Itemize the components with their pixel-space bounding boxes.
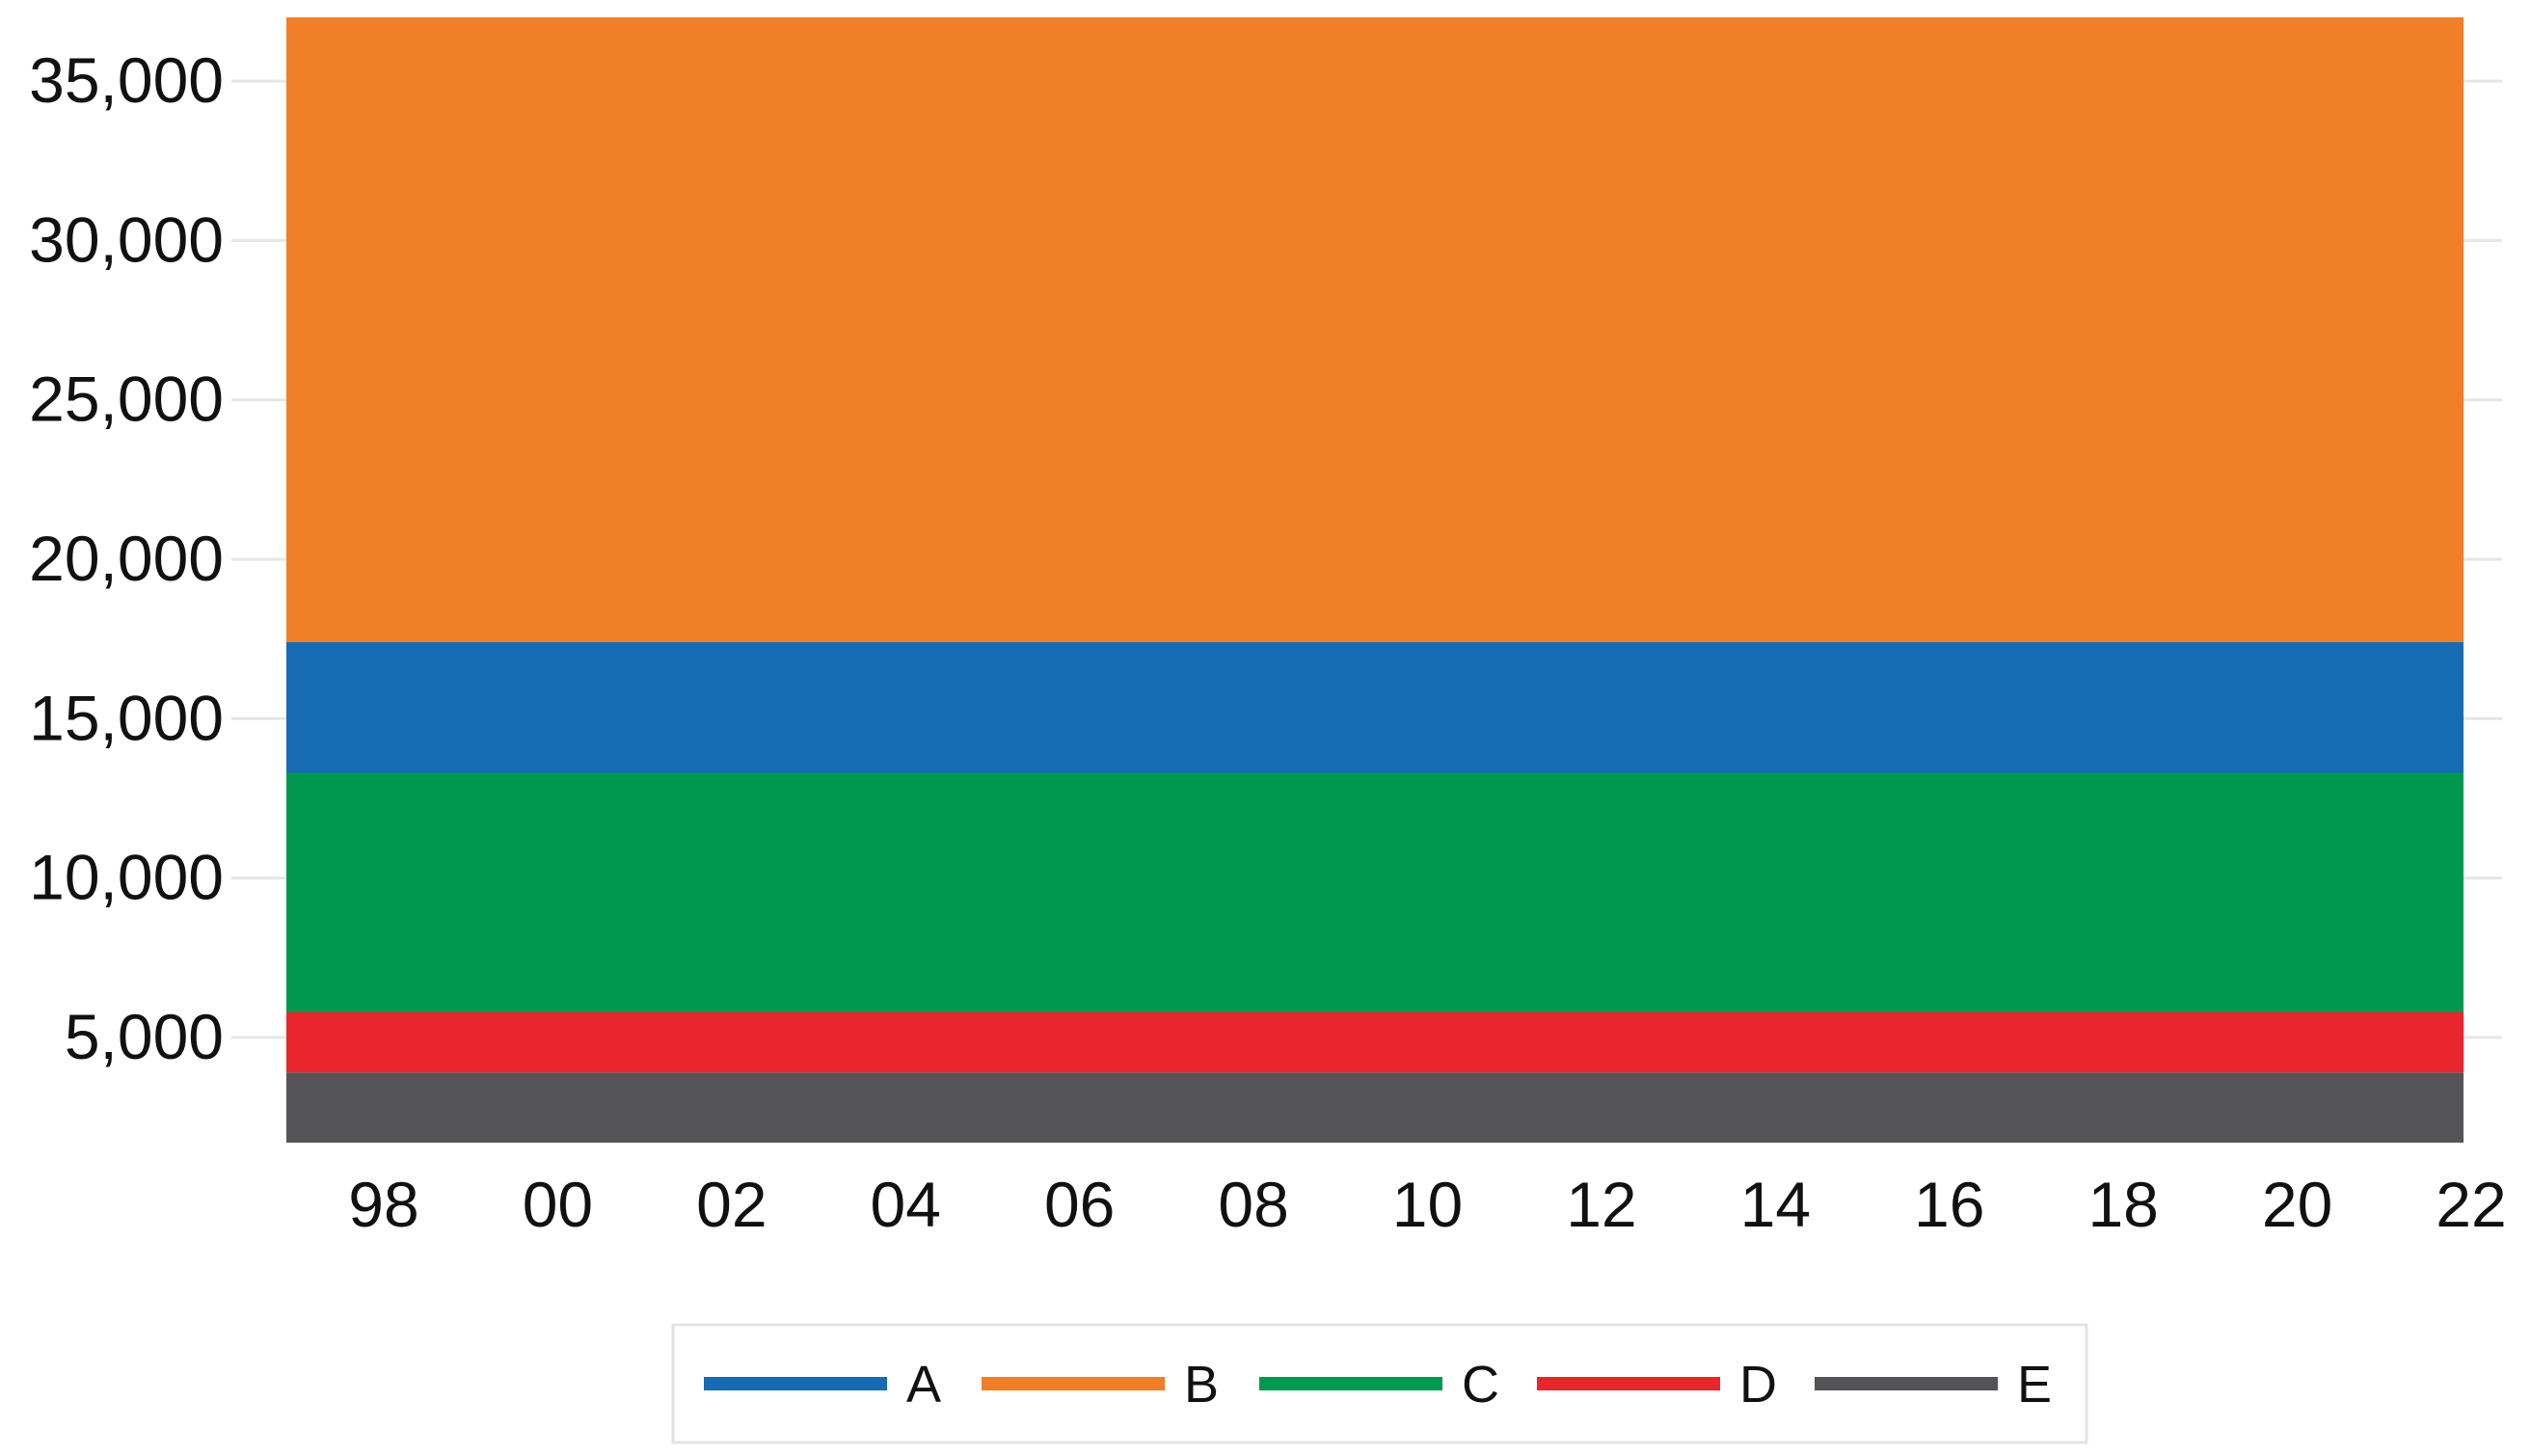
area-series xyxy=(286,17,2464,1143)
y-tick-label-1: 10,000 xyxy=(29,842,224,913)
x-tick-label-1: 00 xyxy=(523,1169,593,1240)
x-tick-label-4: 06 xyxy=(1044,1169,1115,1240)
y-tick-label-0: 5,000 xyxy=(65,1001,224,1072)
x-tick-label-6: 10 xyxy=(1392,1169,1463,1240)
x-tick-label-5: 08 xyxy=(1218,1169,1288,1240)
x-tick-label-11: 20 xyxy=(2262,1169,2332,1240)
legend-label-C: C xyxy=(1462,1356,1499,1414)
legend: A B C D E xyxy=(671,1323,2088,1444)
area-series-D xyxy=(286,1011,2464,1073)
y-axis: 5,000 10,000 15,000 20,000 25,000 30,000 35,00… xyxy=(29,44,224,1072)
area-series-E xyxy=(286,1072,2464,1143)
x-tick-label-8: 14 xyxy=(1740,1169,1811,1240)
area-series-B xyxy=(286,17,2464,642)
x-tick-label-9: 16 xyxy=(1914,1169,1984,1240)
x-tick-label-7: 12 xyxy=(1566,1169,1636,1240)
legend-label-D: D xyxy=(1739,1356,1777,1414)
y-tick-label-2: 15,000 xyxy=(29,682,224,753)
legend-label-A: A xyxy=(906,1356,941,1414)
x-axis: 98 00 02 04 06 08 10 12 14 16 18 20 22 xyxy=(348,1169,2506,1240)
area-series-A xyxy=(286,641,2464,773)
x-tick-label-12: 22 xyxy=(2436,1169,2506,1240)
legend-label-E: E xyxy=(2017,1356,2052,1414)
x-tick-label-2: 02 xyxy=(696,1169,767,1240)
x-tick-label-0: 98 xyxy=(348,1169,418,1240)
legend-label-B: B xyxy=(1184,1356,1219,1414)
x-tick-label-3: 04 xyxy=(871,1169,941,1240)
y-tick-label-5: 30,000 xyxy=(29,203,224,275)
area-series-C xyxy=(286,772,2464,1012)
y-tick-label-3: 20,000 xyxy=(29,523,224,594)
x-tick-label-10: 18 xyxy=(2087,1169,2158,1240)
y-tick-label-4: 25,000 xyxy=(29,364,224,435)
y-tick-label-6: 35,000 xyxy=(29,44,224,116)
